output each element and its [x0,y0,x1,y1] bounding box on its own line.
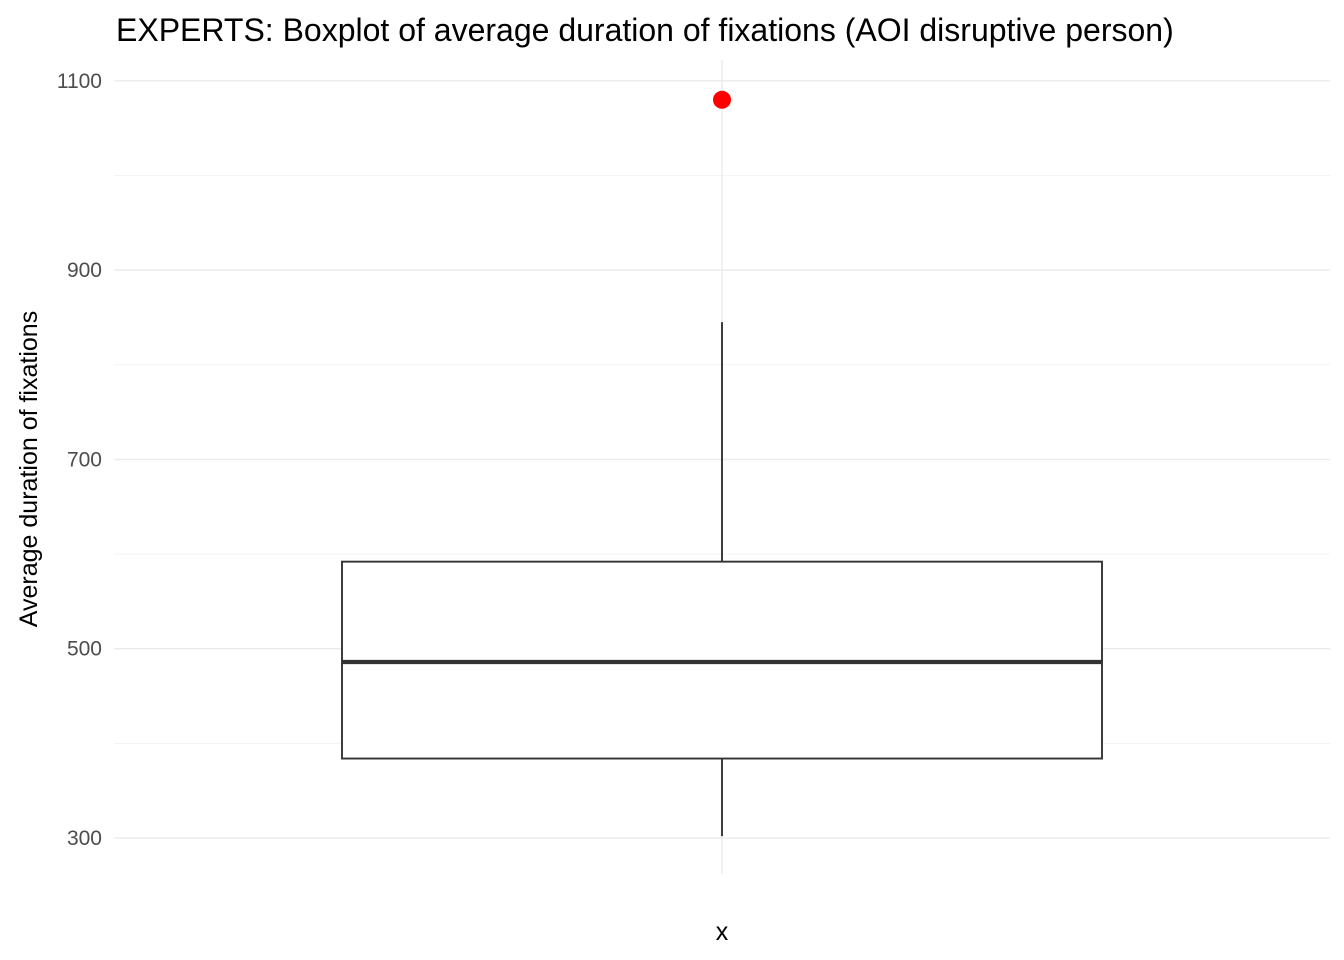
box-series [341,90,1103,837]
y-tick-labels: 300 500 700 900 1100 [57,70,102,850]
y-tick-label: 900 [67,259,102,282]
y-tick-label: 500 [67,638,102,661]
chart-title: EXPERTS: Boxplot of average duration of … [116,12,1174,48]
y-axis-label: Average duration of fixations [15,311,43,627]
y-tick-label: 300 [67,827,102,850]
y-tick-label: 700 [67,448,102,471]
outlier-point [713,90,731,109]
y-tick-label: 1100 [57,70,102,93]
x-axis-label: x [716,918,729,946]
